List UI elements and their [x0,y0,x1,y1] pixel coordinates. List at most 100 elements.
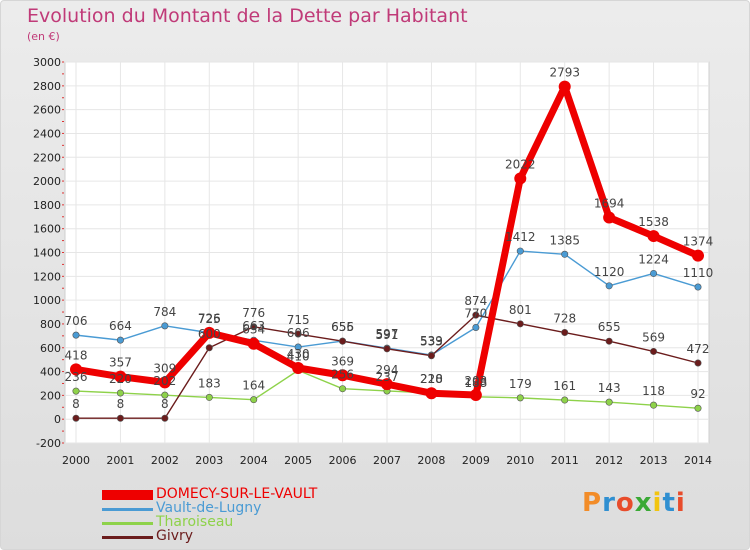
x-tick-label: 2006 [329,454,357,467]
data-label: 118 [642,384,665,398]
data-point [692,249,704,262]
data-point [383,345,391,353]
y-tick-label: 200 [40,389,61,402]
data-point [294,343,302,351]
data-label: 600 [198,327,221,341]
data-point [116,414,124,422]
data-label: 706 [65,314,88,328]
data-point [650,401,658,409]
data-point [425,387,438,400]
x-tick-label: 2014 [684,454,712,467]
data-point [469,389,482,402]
data-label: 656 [331,320,354,334]
data-point [558,80,571,93]
y-tick-label: 2200 [33,151,61,164]
data-point [116,336,124,344]
data-point [205,344,213,352]
data-point [694,359,702,367]
data-label: 203 [464,374,487,388]
logo-letter: i [652,488,663,518]
chart-subtitle: (en €) [27,30,60,43]
data-point [561,250,569,258]
data-point [250,396,258,404]
data-label: 725 [198,312,221,326]
legend-swatch [102,521,153,525]
legend-label: Tharoiseau [156,514,234,530]
data-label: 655 [598,320,621,334]
y-tick-label: 2000 [33,175,61,188]
data-point [336,369,349,382]
y-tick-label: -200 [36,437,61,450]
data-label: 1110 [683,266,714,280]
x-tick-label: 2002 [151,454,179,467]
data-label: 634 [242,323,265,337]
legend-swatch [102,507,153,511]
data-point [339,337,347,345]
data-label: 179 [509,377,532,391]
data-point [250,323,258,331]
data-label: 606 [287,326,310,340]
data-label: 410 [287,349,310,363]
data-point [116,389,124,397]
x-tick-label: 2003 [195,454,223,467]
data-label: 539 [420,334,443,348]
data-label: 1385 [549,233,580,247]
data-label: 472 [687,342,710,356]
data-point [650,269,658,277]
data-label: 309 [153,361,176,375]
data-point [70,363,82,376]
data-label: 8 [72,397,80,411]
y-tick-label: 2600 [33,104,61,117]
data-label: 784 [153,305,176,319]
legend-swatch [102,490,153,500]
y-tick-label: 1800 [33,199,61,212]
data-point [72,414,80,422]
data-point [647,230,660,243]
data-label: 202 [153,374,176,388]
data-label: 256 [331,368,354,382]
x-tick-label: 2013 [640,454,668,467]
x-tick-label: 2010 [506,454,534,467]
logo-letter: P [582,488,603,518]
data-label: 188 [464,376,487,390]
data-label: 663 [242,319,265,333]
y-tick-label: 0 [54,413,61,426]
data-point [381,378,393,391]
data-point [161,322,169,330]
data-point [605,337,613,345]
data-point [561,396,569,404]
data-label: 728 [553,312,576,326]
data-label: 8 [117,397,125,411]
data-point [339,385,347,393]
data-label: 533 [420,335,443,349]
data-label: 236 [65,370,88,384]
data-label: 294 [376,363,399,377]
data-point [114,370,127,383]
data-label: 357 [109,356,132,370]
data-label: 597 [376,327,399,341]
data-point [514,172,527,185]
data-point [472,311,480,319]
data-point [161,414,169,422]
logo-letter: r [602,488,616,518]
data-label: 220 [420,372,443,386]
data-point [650,347,658,355]
x-tick-label: 2000 [62,454,90,467]
data-point [292,361,305,374]
logo-letter: i [675,488,686,518]
data-label: 183 [198,376,221,390]
y-tick-label: 2400 [33,127,61,140]
data-label: 164 [242,379,265,393]
y-tick-label: 600 [40,342,61,355]
x-tick-label: 2008 [417,454,445,467]
data-label: 801 [509,303,532,317]
x-tick-label: 2005 [284,454,312,467]
data-point [603,211,616,224]
data-label: 430 [287,347,310,361]
data-label: 1224 [638,252,669,266]
x-tick-label: 2009 [462,454,490,467]
y-tick-label: 800 [40,318,61,331]
data-point [516,247,524,255]
data-point [516,320,524,328]
